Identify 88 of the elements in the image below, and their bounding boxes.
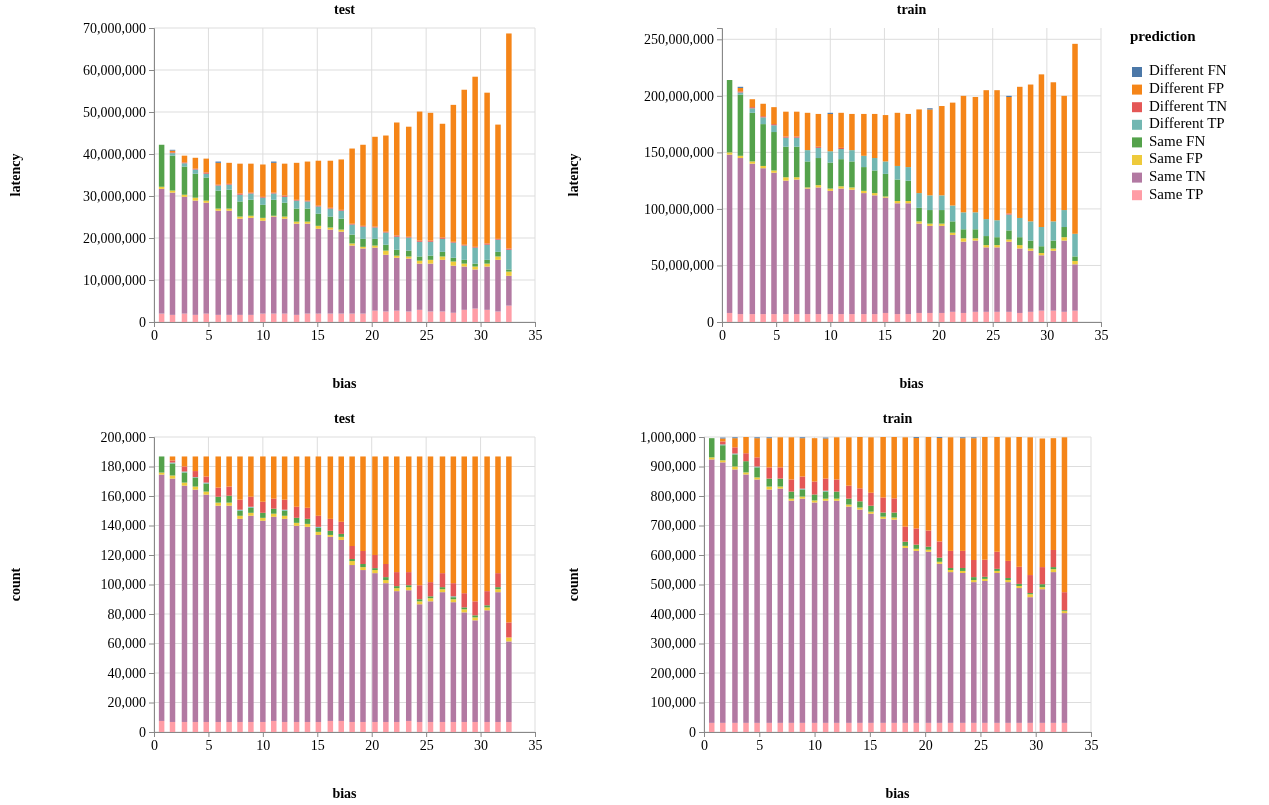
y-tick-label: 60,000,000 [83,62,146,78]
x-tick-label: 35 [528,327,543,343]
x-tick-label: 0 [719,327,726,343]
x-axis-title: bias [899,376,925,391]
y-tick-label: 250,000,000 [644,32,714,48]
y-tick-label: 120,000 [100,547,146,563]
x-tick-label: 15 [877,327,892,343]
y-tick-label: 1,000,000 [640,429,696,445]
x-tick-label: 30 [1029,737,1044,753]
y-tick-label: 400,000 [650,606,696,622]
y-tick-label: 140,000 [100,518,146,534]
x-tick-label: 10 [256,327,271,343]
y-tick-label: 600,000 [650,547,696,563]
y-tick-label: 20,000,000 [83,230,146,246]
y-tick-label: 200,000 [100,429,146,445]
y-tick-label: 50,000,000 [651,258,714,274]
y-tick-label: 300,000 [650,636,696,652]
y-tick-label: 70,000,000 [83,20,146,36]
y-tick-label: 20,000 [107,695,146,711]
x-tick-label: 35 [1084,737,1099,753]
x-tick-label: 20 [932,327,947,343]
y-tick-label: 700,000 [650,518,696,534]
x-tick-label: 5 [205,327,213,343]
x-tick-label: 5 [205,737,213,753]
y-tick-label: 200,000 [650,665,696,681]
x-tick-label: 25 [419,327,434,343]
chart-title: train [882,411,913,426]
x-tick-label: 25 [419,737,434,753]
y-tick-label: 180,000 [100,459,146,475]
legend-label: Different TP [1149,115,1225,132]
x-tick-label: 5 [773,327,781,343]
y-tick-label: 0 [139,724,146,740]
x-tick-label: 15 [863,737,878,753]
legend-title: prediction [1130,28,1197,44]
chart-title: test [334,411,356,426]
y-tick-label: 0 [689,724,696,740]
y-axis-title: latency [8,153,24,197]
x-tick-label: 10 [808,737,823,753]
x-tick-label: 35 [528,737,543,753]
x-tick-label: 20 [918,737,933,753]
x-tick-label: 15 [310,737,325,753]
y-tick-label: 900,000 [650,459,696,475]
x-axis-title: bias [885,786,911,801]
legend-label: Different FP [1149,80,1225,97]
y-tick-label: 0 [707,314,714,330]
x-tick-label: 30 [474,327,489,343]
x-tick-label: 10 [823,327,838,343]
y-tick-label: 40,000,000 [83,146,146,162]
x-tick-label: 25 [986,327,1001,343]
x-tick-label: 30 [474,737,489,753]
y-tick-label: 100,000,000 [644,201,714,217]
legend-label: Same TN [1149,168,1206,185]
x-tick-label: 15 [310,327,325,343]
legend-label: Different FN [1149,62,1227,79]
x-tick-label: 10 [256,737,271,753]
x-tick-label: 0 [151,737,158,753]
y-tick-label: 150,000,000 [644,145,714,161]
y-tick-label: 800,000 [650,488,696,504]
x-tick-label: 20 [365,737,380,753]
y-axis-title: count [566,567,582,602]
y-tick-label: 10,000,000 [83,272,146,288]
y-axis-title: count [8,567,24,602]
y-tick-label: 40,000 [107,665,146,681]
chart-title: test [334,2,356,17]
y-tick-label: 200,000,000 [644,88,714,104]
legend-label: Different TN [1149,97,1228,114]
chart-title: train [896,2,927,17]
y-tick-label: 30,000,000 [83,188,146,204]
legend-label: Same FP [1149,150,1203,167]
y-tick-label: 60,000 [107,636,146,652]
y-tick-label: 80,000 [107,606,146,622]
legend-label: Same FN [1149,132,1206,149]
y-tick-label: 160,000 [100,488,146,504]
y-tick-label: 0 [139,314,146,330]
y-tick-label: 100,000 [100,577,146,593]
x-axis-title: bias [332,786,358,801]
x-tick-label: 5 [756,737,764,753]
x-tick-label: 20 [365,327,380,343]
y-tick-label: 100,000 [650,695,696,711]
x-tick-label: 0 [151,327,158,343]
legend-label: Same TP [1149,185,1204,202]
x-tick-label: 35 [1094,327,1109,343]
x-axis-title: bias [332,376,358,391]
x-tick-label: 25 [973,737,988,753]
y-axis-title: latency [566,153,582,197]
x-tick-label: 30 [1040,327,1055,343]
y-tick-label: 50,000,000 [83,104,146,120]
y-tick-label: 500,000 [650,577,696,593]
